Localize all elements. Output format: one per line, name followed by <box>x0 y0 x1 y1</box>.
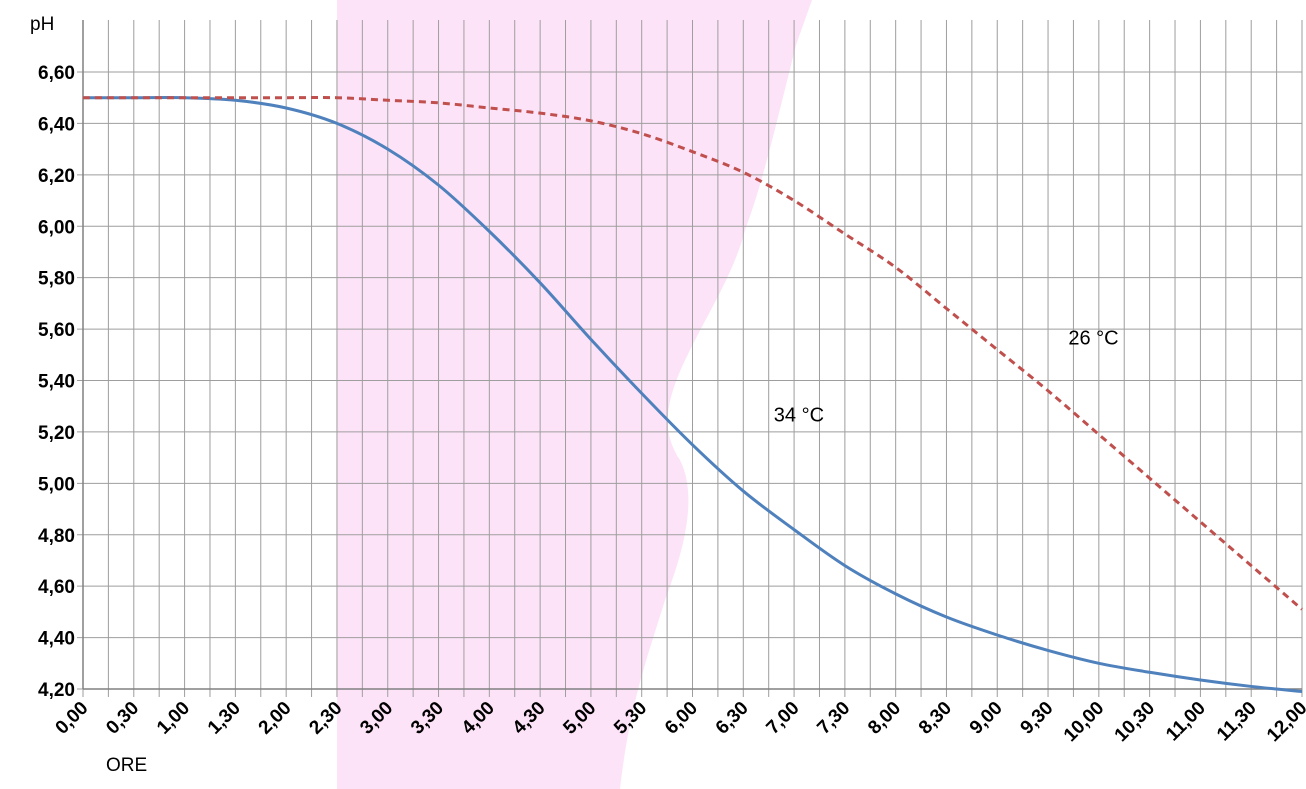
series-annotations: 34 °C 26 °C <box>774 328 1119 427</box>
y-tick-label: 6,40 <box>38 114 75 135</box>
y-tick-label: 6,20 <box>38 166 75 187</box>
y-tick-label: 5,80 <box>38 269 75 290</box>
series-line <box>83 96 1303 611</box>
x-tick-label: 10,30 <box>1111 698 1159 746</box>
x-tick-label: 11,30 <box>1213 698 1261 746</box>
x-tick-label: 9,30 <box>1017 698 1058 739</box>
x-tick-labels: 0,00 0,30 1,00 1,30 2,00 2,30 3,00 3,30 4,00 4,30… <box>52 698 1306 746</box>
series-lines <box>83 96 1303 694</box>
y-tick-label: 5,60 <box>38 320 75 341</box>
y-tick-label: 4,40 <box>38 629 75 650</box>
x-axis-title: ORE <box>106 755 147 776</box>
x-tick-label: 11,00 <box>1162 698 1210 746</box>
axes <box>82 20 1302 690</box>
highlight-band <box>337 0 812 789</box>
x-tick-label: 6,30 <box>712 698 753 739</box>
y-tick-label: 6,00 <box>38 217 75 238</box>
series-annotation: 26 °C <box>1068 328 1118 350</box>
y-tick-label: 4,20 <box>38 680 75 701</box>
x-tick-label: 8,30 <box>915 698 956 739</box>
x-tick-label: 2,00 <box>255 698 296 739</box>
y-tick-label: 6,60 <box>38 63 75 84</box>
series-line <box>83 96 1303 694</box>
y-tick-label: 5,40 <box>38 372 75 393</box>
y-tick-label: 4,60 <box>38 577 75 598</box>
y-tick-label: 4,80 <box>38 526 75 547</box>
x-tick-label: 0,00 <box>52 698 93 739</box>
y-tick-labels: 4,20 4,40 4,60 4,80 5,00 5,20 5,40 5,60 5,80 6,00… <box>38 63 75 701</box>
x-tick-label: 9,00 <box>966 698 1007 739</box>
x-tick-label: 8,00 <box>864 698 905 739</box>
x-tick-label: 7,00 <box>763 698 804 739</box>
x-tick-label: 7,30 <box>813 698 854 739</box>
x-tick-label: 10,00 <box>1060 698 1108 746</box>
series-annotation: 34 °C <box>774 405 824 427</box>
y-axis-title: pH <box>30 14 54 35</box>
x-tick-label: 12,00 <box>1263 698 1306 746</box>
x-tick-label: 6,00 <box>661 698 702 739</box>
y-tick-label: 5,00 <box>38 474 75 495</box>
y-tick-label: 5,20 <box>38 423 75 444</box>
x-tick-label: 1,00 <box>153 698 194 739</box>
x-tick-label: 1,30 <box>204 698 245 739</box>
x-tick-label: 0,30 <box>102 698 143 739</box>
